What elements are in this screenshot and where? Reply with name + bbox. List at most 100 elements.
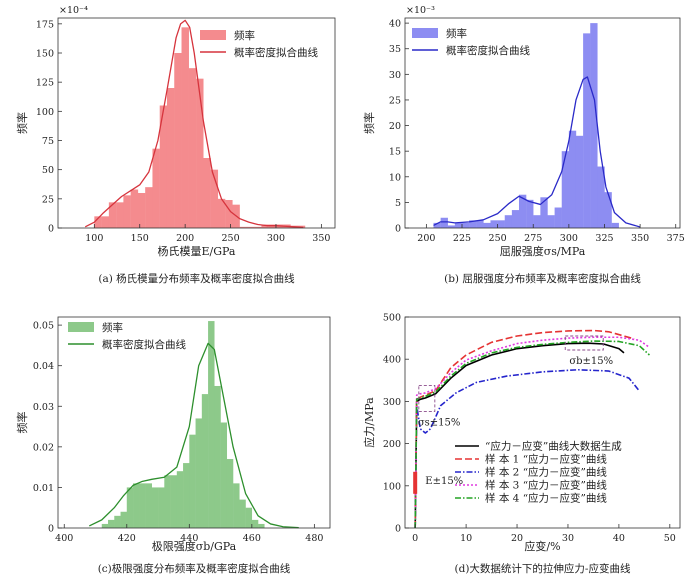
- histogram-bar: [511, 210, 520, 228]
- histogram-bar: [166, 88, 175, 228]
- stress-strain-series-5: [414, 340, 650, 529]
- histogram-bar: [203, 158, 211, 228]
- histogram-bar: [123, 195, 131, 228]
- y-tick-label: 35: [389, 44, 401, 55]
- x-tick-label: 250: [221, 233, 239, 244]
- histogram-bar: [245, 507, 253, 528]
- histogram-bar: [101, 523, 109, 528]
- x-tick-label: 275: [524, 233, 542, 244]
- y-tick-label: 0.04: [33, 361, 54, 372]
- histogram-bar: [547, 215, 555, 228]
- histogram-bar: [145, 187, 153, 228]
- y-tick-label: 125: [36, 78, 54, 89]
- histogram-bar: [590, 23, 598, 229]
- y-tick-label: 200: [383, 439, 401, 450]
- histogram-bar: [181, 27, 189, 229]
- x-tick-label: 325: [595, 233, 613, 244]
- panel-caption: (a) 杨氏模量分布频率及概率密度拟合曲线: [98, 272, 295, 285]
- y-axis-label: 频率: [15, 412, 29, 434]
- histogram-bar: [497, 220, 505, 228]
- y-tick-label: 0: [395, 524, 401, 535]
- x-tick-label: 0: [412, 533, 418, 544]
- histogram-bar: [201, 394, 209, 528]
- histogram-bar: [214, 385, 221, 528]
- legend-swatch-bar: [200, 30, 226, 40]
- histogram-bar: [568, 130, 577, 228]
- histogram-bar: [504, 215, 513, 228]
- x-tick-label: 420: [118, 533, 136, 544]
- y-tick-label: 0: [48, 524, 54, 535]
- x-tick-label: 50: [664, 533, 676, 544]
- x-tick-label: 400: [55, 533, 73, 544]
- density-curve: [88, 342, 299, 529]
- histogram-bar: [575, 135, 584, 228]
- x-tick-label: 40: [613, 533, 625, 544]
- stress-strain-series-2: [414, 329, 635, 529]
- histogram-bar: [226, 459, 234, 528]
- x-axis-label: 屈服强度σs/MPa: [500, 244, 586, 258]
- histogram-bar: [145, 483, 152, 528]
- histogram-bar: [526, 199, 534, 228]
- plot-frame: [404, 17, 681, 229]
- histogram-bar: [469, 220, 477, 228]
- histogram-bar: [254, 226, 262, 228]
- histogram-bar: [239, 226, 248, 228]
- sigma-s-box: [418, 384, 436, 412]
- x-axis-label: 杨氏模量E/GPa: [158, 244, 236, 258]
- stress-strain-series-1: [414, 342, 625, 529]
- plot-frame: [404, 316, 681, 529]
- histogram-bar: [454, 222, 463, 228]
- legend-label: 样 本 2 “应力－应变”曲线: [485, 466, 607, 479]
- axis-multiplier: ×10⁻³: [406, 5, 435, 16]
- x-tick-label: 200: [417, 233, 435, 244]
- x-tick-label: 250: [489, 233, 507, 244]
- histogram-bar: [176, 471, 184, 528]
- y-tick-label: 0: [395, 224, 401, 235]
- y-tick-label: 30: [389, 70, 401, 81]
- stress-strain-series-3: [414, 368, 640, 529]
- y-tick-label: 25: [389, 95, 401, 106]
- plot-frame: [57, 316, 331, 529]
- y-axis-label: 频率: [15, 112, 29, 134]
- plot-frame: [57, 17, 336, 229]
- legend-label: 样 本 4 “应力－应变”曲线: [485, 492, 607, 505]
- annotation-label: E±15%: [425, 476, 463, 487]
- histogram-bar: [246, 226, 255, 228]
- histogram-bar: [151, 487, 159, 528]
- histogram-bar: [174, 53, 182, 228]
- histogram-bar: [518, 194, 527, 228]
- histogram-bar: [189, 434, 196, 528]
- x-tick-label: 300: [267, 233, 285, 244]
- x-axis-label: 极限强度σb/GPa: [152, 539, 237, 553]
- annotation-label: σb±15%: [569, 356, 613, 367]
- x-tick-label: 100: [85, 233, 103, 244]
- histogram-bar: [233, 483, 240, 528]
- histogram-bar: [239, 499, 246, 528]
- histogram-bar: [130, 189, 139, 228]
- histogram-bar: [476, 220, 484, 228]
- x-tick-label: 225: [453, 233, 471, 244]
- legend-label: 样 本 1 “应力－应变”曲线: [485, 453, 607, 466]
- x-tick-label: 10: [460, 533, 472, 544]
- histogram-bar: [120, 511, 127, 528]
- y-tick-label: 25: [42, 194, 54, 205]
- y-tick-label: 0.05: [33, 321, 54, 332]
- e-range-bar: [413, 471, 418, 494]
- x-tick-label: 440: [180, 533, 198, 544]
- y-tick-label: 0.02: [33, 442, 54, 453]
- x-tick-label: 460: [243, 533, 261, 544]
- histogram-bar: [108, 202, 117, 228]
- histogram-bar: [94, 216, 102, 228]
- histogram-bar: [583, 33, 591, 229]
- legend-swatch-bar: [68, 322, 94, 332]
- y-tick-label: 15: [389, 147, 401, 158]
- histogram-bar: [490, 220, 498, 228]
- histogram-bar: [139, 483, 146, 528]
- histogram-bar: [604, 192, 612, 228]
- x-tick-label: 480: [305, 533, 323, 544]
- histogram-bar: [220, 422, 228, 528]
- histogram-bar: [133, 483, 140, 528]
- histogram-bar: [217, 198, 226, 228]
- histogram-bar: [164, 475, 171, 528]
- x-tick-label: 350: [312, 233, 330, 244]
